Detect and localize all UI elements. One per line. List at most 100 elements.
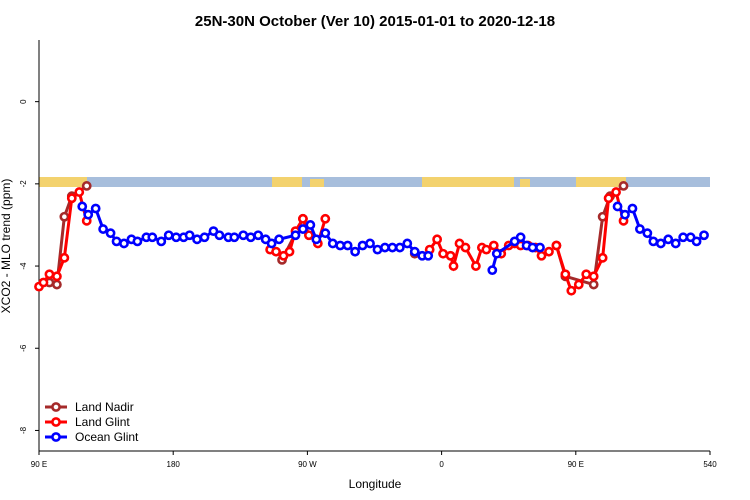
- data-point: [98, 224, 109, 234]
- data-point: [305, 220, 316, 230]
- land-band: [39, 177, 87, 187]
- data-point: [448, 261, 459, 271]
- series-line: [49, 184, 625, 287]
- land-band: [422, 177, 514, 187]
- legend-marker: [51, 402, 61, 412]
- data-point: [365, 238, 375, 249]
- data-point: [311, 234, 322, 245]
- data-point: [271, 246, 281, 257]
- data-point: [387, 242, 398, 253]
- y-axis-label: XCO2 - MLO trend (ppm): [0, 179, 13, 314]
- data-point: [551, 240, 562, 251]
- data-point: [320, 213, 331, 224]
- data-point: [156, 236, 167, 247]
- data-point: [298, 213, 308, 224]
- data-point: [544, 246, 554, 257]
- data-point: [423, 250, 434, 261]
- y-tick-label: -8: [19, 426, 28, 434]
- land-mask-strip: [39, 177, 710, 187]
- data-point: [432, 234, 443, 245]
- data-point: [163, 230, 174, 241]
- data-point: [214, 230, 225, 241]
- data-point: [648, 236, 659, 247]
- data-point: [229, 232, 240, 243]
- data-point: [627, 203, 638, 214]
- data-point: [481, 244, 492, 255]
- data-point: [266, 238, 277, 249]
- data-point: [678, 232, 689, 243]
- data-point: [488, 240, 499, 251]
- x-tick-label: 90 E: [568, 460, 584, 469]
- data-point: [111, 236, 122, 247]
- data-point: [105, 228, 116, 239]
- data-point: [83, 209, 94, 220]
- data-point: [438, 248, 448, 259]
- data-point: [515, 232, 526, 243]
- legend-label: Ocean Glint: [75, 430, 139, 444]
- data-point: [274, 234, 284, 245]
- x-tick-label: 90 W: [298, 460, 317, 469]
- data-point: [38, 277, 49, 288]
- data-point: [77, 201, 88, 212]
- data-point: [470, 261, 481, 271]
- data-point: [566, 285, 577, 296]
- data-point: [184, 230, 195, 241]
- ocean-band: [39, 177, 710, 187]
- data-point: [199, 232, 210, 243]
- data-point: [699, 230, 709, 241]
- x-axis-label: Longitude: [349, 477, 402, 491]
- data-point: [642, 228, 653, 239]
- data-point: [612, 201, 623, 212]
- data-point: [74, 187, 85, 197]
- land-band: [576, 177, 626, 187]
- data-point: [335, 240, 346, 251]
- data-point: [51, 279, 62, 290]
- data-point: [394, 242, 405, 253]
- chart-title: 25N-30N October (Ver 10) 2015-01-01 to 2…: [195, 13, 555, 30]
- data-point: [66, 193, 77, 204]
- land-band: [520, 179, 530, 187]
- data-point: [357, 240, 368, 251]
- data-point: [487, 265, 498, 276]
- data-point: [491, 248, 502, 259]
- data-point: [119, 238, 129, 249]
- data-point: [327, 238, 338, 249]
- data-point: [402, 238, 413, 249]
- y-tick-label: -4: [19, 262, 28, 270]
- data-point: [171, 232, 182, 243]
- land-band: [272, 177, 302, 187]
- x-tick-label: 0: [439, 460, 444, 469]
- data-point: [618, 181, 629, 191]
- data-point: [380, 242, 390, 253]
- y-tick-label: -2: [19, 180, 28, 188]
- land-band: [310, 179, 324, 187]
- legend-marker: [51, 417, 61, 427]
- data-point: [603, 193, 614, 204]
- data-point: [253, 230, 264, 241]
- data-point: [620, 209, 630, 220]
- legend-label: Land Nadir: [75, 400, 134, 414]
- data-point: [90, 203, 101, 214]
- data-point: [290, 230, 301, 241]
- legend-label: Land Glint: [75, 415, 130, 429]
- data-point: [655, 238, 666, 249]
- data-point: [560, 269, 571, 280]
- legend-marker: [51, 432, 61, 442]
- data-point: [573, 279, 584, 290]
- data-point: [663, 234, 674, 245]
- x-tick-label: 90 E: [31, 460, 47, 469]
- y-tick-label: 0: [19, 99, 28, 104]
- data-point: [409, 246, 420, 257]
- data-point: [51, 271, 62, 282]
- data-point: [350, 246, 361, 257]
- data-point: [303, 230, 314, 241]
- data-point: [527, 242, 538, 253]
- data-point: [535, 242, 545, 253]
- data-point: [588, 279, 599, 290]
- data-point: [298, 224, 308, 234]
- data-point: [192, 234, 202, 245]
- data-point: [597, 252, 608, 263]
- y-tick-label: -6: [19, 344, 28, 352]
- data-point: [670, 238, 681, 249]
